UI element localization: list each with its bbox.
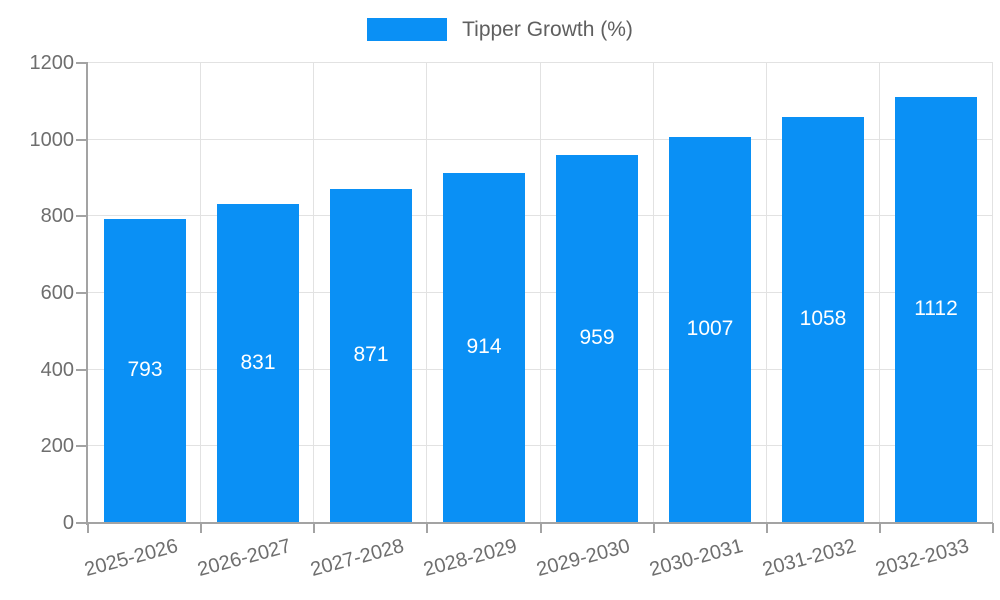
bar — [443, 173, 525, 522]
bar-value-label: 1007 — [686, 317, 734, 340]
y-tick-mark — [76, 369, 88, 371]
x-tick-label: 2025-2026 — [82, 535, 181, 582]
v-gridline — [200, 63, 201, 523]
y-tick-label: 0 — [62, 512, 74, 534]
y-axis-line — [86, 63, 88, 525]
bar — [669, 137, 751, 522]
h-gridline — [88, 62, 993, 63]
x-tick-mark — [426, 523, 428, 533]
y-tick-label: 400 — [40, 359, 74, 381]
y-tick-label: 200 — [40, 435, 74, 457]
bar — [782, 117, 864, 522]
x-tick-mark — [653, 523, 655, 533]
bar — [217, 204, 299, 522]
x-tick-label: 2027-2028 — [308, 535, 407, 582]
x-tick-mark — [313, 523, 315, 533]
v-gridline — [426, 63, 427, 523]
v-gridline — [766, 63, 767, 523]
y-tick-mark — [76, 292, 88, 294]
y-tick-mark — [76, 62, 88, 64]
v-gridline — [992, 63, 993, 523]
bar-value-label: 914 — [466, 335, 502, 358]
bar-value-label: 871 — [353, 343, 389, 366]
bar — [895, 97, 977, 522]
bar-value-label: 959 — [579, 326, 615, 349]
x-tick-label: 2032-2033 — [873, 535, 972, 582]
x-tick-mark — [879, 523, 881, 533]
y-tick-label: 1000 — [29, 129, 75, 151]
v-gridline — [653, 63, 654, 523]
y-tick-mark — [76, 139, 88, 141]
bar-value-label: 831 — [240, 351, 276, 374]
x-tick-label: 2029-2030 — [534, 535, 633, 582]
bar-value-label: 1058 — [799, 307, 847, 330]
y-tick-mark — [76, 445, 88, 447]
bar-value-label: 1112 — [914, 297, 958, 320]
legend-label: Tipper Growth (%) — [462, 18, 633, 41]
v-gridline — [879, 63, 880, 523]
x-tick-label: 2026-2027 — [195, 535, 294, 582]
x-tick-mark — [766, 523, 768, 533]
v-gridline — [313, 63, 314, 523]
x-tick-mark — [87, 523, 89, 533]
bar-value-label: 793 — [127, 358, 163, 381]
x-axis-line — [86, 522, 993, 524]
y-tick-label: 800 — [40, 205, 74, 227]
y-tick-mark — [76, 215, 88, 217]
y-tick-label: 1200 — [29, 52, 75, 74]
x-tick-mark — [992, 523, 994, 533]
y-tick-mark — [76, 522, 88, 524]
x-tick-label: 2030-2031 — [647, 535, 746, 582]
v-gridline — [540, 63, 541, 523]
legend: Tipper Growth (%) — [0, 18, 1000, 41]
bar — [556, 155, 638, 522]
x-tick-label: 2031-2032 — [760, 535, 859, 582]
bar — [104, 219, 186, 522]
bar — [330, 189, 412, 522]
legend-item[interactable]: Tipper Growth (%) — [367, 18, 633, 41]
x-tick-mark — [540, 523, 542, 533]
legend-swatch — [367, 18, 448, 41]
x-tick-mark — [200, 523, 202, 533]
x-tick-label: 2028-2029 — [421, 535, 520, 582]
y-tick-label: 600 — [40, 282, 74, 304]
